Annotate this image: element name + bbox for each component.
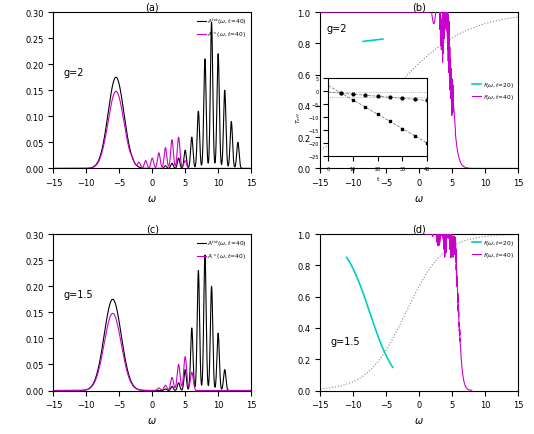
$A^{tot}(\omega, t\!=\!40)$ [134,386,140,391]
$A^{tot}(\omega, t\!=\!40)$ [135,164,141,170]
$A^{tot}(\omega, t\!=\!40)$ [194,137,200,142]
$A^{<}(\omega, t\!=\!40)$ [232,167,238,172]
$f(\omega, t\!=\!40)$ [400,10,406,16]
$A^{tot}(\omega, t\!=\!40)$ [144,388,151,393]
$A^{tot}(\omega, t\!=\!40)$ [202,253,208,258]
Line: $A^{tot}(\omega, t\!=\!40)$: $A^{tot}(\omega, t\!=\!40)$ [53,255,251,391]
$A^{<}(\omega, t\!=\!40)$ [242,167,248,172]
Line: $f(\omega, t\!=\!40)$: $f(\omega, t\!=\!40)$ [426,219,472,391]
Line: $A^{<}(\omega, t\!=\!40)$: $A^{<}(\omega, t\!=\!40)$ [53,314,251,391]
$A^{<}(\omega, t\!=\!40)$ [50,167,57,172]
Text: g=1.5: g=1.5 [330,336,360,346]
Legend: $f(\omega, t\!=\!20)$, $f(\omega, t\!=\!40)$: $f(\omega, t\!=\!20)$, $f(\omega, t\!=\!… [471,237,515,261]
X-axis label: $\omega$: $\omega$ [414,415,424,425]
$f(\omega, t\!=\!40)$ [317,10,324,16]
$A^{<}(\omega, t\!=\!40)$ [248,167,254,172]
Title: (a): (a) [145,2,159,12]
$f(\omega, t\!=\!40)$ [499,167,505,172]
$A^{<}(\omega, t\!=\!40)$ [194,167,200,172]
Line: $A^{tot}(\omega, t\!=\!40)$: $A^{tot}(\omega, t\!=\!40)$ [53,23,251,169]
$f(\omega, t\!=\!40)$ [515,167,521,172]
$A^{<}(\omega, t\!=\!40)$ [113,89,119,95]
$A^{<}(\omega, t\!=\!40)$ [248,388,254,393]
Line: $A^{<}(\omega, t\!=\!40)$: $A^{<}(\omega, t\!=\!40)$ [53,92,251,169]
$A^{<}(\omega, t\!=\!40)$ [232,388,238,393]
$A^{<}(\omega, t\!=\!40)$ [134,163,140,168]
X-axis label: $\omega$: $\omega$ [147,193,157,203]
$f(\omega, t\!=\!40)$ [461,379,467,384]
$A^{tot}(\omega, t\!=\!40)$ [242,388,248,393]
$A^{tot}(\omega, t\!=\!40)$ [232,388,238,393]
$A^{tot}(\omega, t\!=\!40)$ [208,21,215,26]
$f(\omega, t\!=\!40)$ [411,10,418,16]
Title: (c): (c) [146,224,159,234]
$A^{tot}(\omega, t\!=\!40)$ [144,166,151,171]
X-axis label: $\omega$: $\omega$ [414,193,424,203]
$A^{tot}(\omega, t\!=\!40)$ [248,388,254,393]
$f(\omega, t\!=\!40)$ [461,165,467,170]
Text: g=2: g=2 [64,67,84,77]
$A^{tot}(\omega, t\!=\!40)$ [242,167,248,172]
Legend: $A^{tot}(\omega, t\!=\!40)$, $A^{<}(\omega, t\!=\!40)$: $A^{tot}(\omega, t\!=\!40)$, $A^{<}(\ome… [195,16,248,41]
$A^{<}(\omega, t\!=\!40)$ [144,388,151,393]
Legend: $A^{tot}(\omega, t\!=\!40)$, $A^{<}(\omega, t\!=\!40)$: $A^{tot}(\omega, t\!=\!40)$, $A^{<}(\ome… [195,237,248,263]
$A^{tot}(\omega, t\!=\!40)$ [50,167,57,172]
Line: $f(\omega, t\!=\!20)$: $f(\omega, t\!=\!20)$ [363,40,383,42]
$A^{<}(\omega, t\!=\!40)$ [134,386,140,391]
$A^{tot}(\omega, t\!=\!40)$ [194,326,200,332]
X-axis label: $\omega$: $\omega$ [147,415,157,425]
$A^{tot}(\omega, t\!=\!40)$ [135,387,141,392]
$A^{<}(\omega, t\!=\!40)$ [242,388,248,393]
$f(\omega, t\!=\!40)$ [402,10,408,16]
Text: g=2: g=2 [326,24,347,34]
Line: $f(\omega, t\!=\!40)$: $f(\omega, t\!=\!40)$ [320,0,518,169]
Line: $f(\omega, t\!=\!20)$: $f(\omega, t\!=\!20)$ [347,258,393,368]
$A^{tot}(\omega, t\!=\!40)$ [232,164,238,169]
$A^{tot}(\omega, t\!=\!40)$ [134,163,140,168]
$A^{<}(\omega, t\!=\!40)$ [50,388,57,393]
$A^{tot}(\omega, t\!=\!40)$ [248,167,254,172]
Legend: $f(\omega, t\!=\!20)$, $f(\omega, t\!=\!40)$: $f(\omega, t\!=\!20)$, $f(\omega, t\!=\!… [471,79,515,102]
Title: (d): (d) [412,224,426,234]
$A^{<}(\omega, t\!=\!40)$ [194,388,200,393]
$A^{tot}(\omega, t\!=\!40)$ [50,388,57,393]
$A^{<}(\omega, t\!=\!40)$ [144,163,151,168]
$A^{<}(\omega, t\!=\!40)$ [135,161,142,166]
$A^{<}(\omega, t\!=\!40)$ [109,311,116,316]
$A^{<}(\omega, t\!=\!40)$ [135,387,142,392]
Text: g=1.5: g=1.5 [64,289,93,299]
$f(\omega, t\!=\!40)$ [509,167,515,172]
Title: (b): (b) [412,2,426,12]
